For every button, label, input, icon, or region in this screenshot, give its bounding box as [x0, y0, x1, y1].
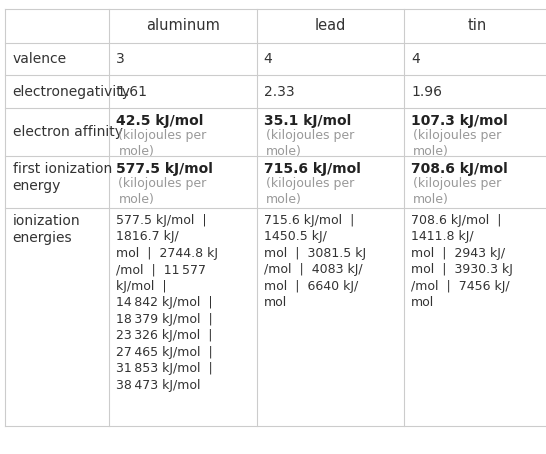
Text: (kilojoules per
mole): (kilojoules per mole)	[266, 129, 354, 158]
Text: lead: lead	[314, 18, 346, 34]
Text: 35.1 kJ/mol: 35.1 kJ/mol	[264, 114, 351, 128]
Text: 708.6 kJ/mol  |
1411.8 kJ/
mol  |  2943 kJ/
mol  |  3930.3 kJ
/mol  |  7456 kJ/
: 708.6 kJ/mol | 1411.8 kJ/ mol | 2943 kJ/…	[411, 214, 513, 309]
Text: 1.96: 1.96	[411, 85, 442, 99]
Text: (kilojoules per
mole): (kilojoules per mole)	[266, 177, 354, 206]
Text: 577.5 kJ/mol  |
1816.7 kJ/
mol  |  2744.8 kJ
/mol  |  11 577
kJ/mol  |
14 842 kJ: 577.5 kJ/mol | 1816.7 kJ/ mol | 2744.8 k…	[116, 214, 218, 392]
Text: tin: tin	[468, 18, 488, 34]
Text: 708.6 kJ/mol: 708.6 kJ/mol	[411, 162, 508, 176]
Text: (kilojoules per
mole): (kilojoules per mole)	[413, 177, 502, 206]
Text: (kilojoules per
mole): (kilojoules per mole)	[413, 129, 502, 158]
Text: valence: valence	[13, 52, 67, 66]
Text: first ionization
energy: first ionization energy	[13, 162, 112, 193]
Text: ionization
energies: ionization energies	[13, 214, 80, 245]
Text: electron affinity: electron affinity	[13, 125, 122, 139]
Text: 577.5 kJ/mol: 577.5 kJ/mol	[116, 162, 213, 176]
Text: 2.33: 2.33	[264, 85, 294, 99]
Text: 107.3 kJ/mol: 107.3 kJ/mol	[411, 114, 508, 128]
Text: 4: 4	[264, 52, 272, 66]
Text: 3: 3	[116, 52, 125, 66]
Text: 715.6 kJ/mol  |
1450.5 kJ/
mol  |  3081.5 kJ
/mol  |  4083 kJ/
mol  |  6640 kJ/
: 715.6 kJ/mol | 1450.5 kJ/ mol | 3081.5 k…	[264, 214, 366, 309]
Text: 1.61: 1.61	[116, 85, 147, 99]
Text: aluminum: aluminum	[146, 18, 220, 34]
Text: (kilojoules per
mole): (kilojoules per mole)	[118, 129, 207, 158]
Text: 4: 4	[411, 52, 420, 66]
Text: 715.6 kJ/mol: 715.6 kJ/mol	[264, 162, 360, 176]
Text: 42.5 kJ/mol: 42.5 kJ/mol	[116, 114, 204, 128]
Text: (kilojoules per
mole): (kilojoules per mole)	[118, 177, 207, 206]
Text: electronegativity: electronegativity	[13, 85, 130, 99]
